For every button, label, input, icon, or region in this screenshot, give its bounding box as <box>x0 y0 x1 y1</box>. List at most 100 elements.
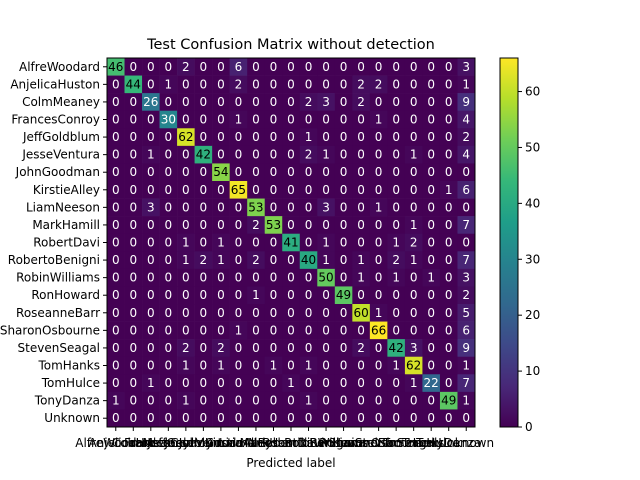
cell-value: 0 <box>165 306 173 320</box>
heatmap-cell <box>264 198 283 217</box>
heatmap-cell <box>317 356 336 375</box>
heatmap-cell <box>124 93 143 112</box>
heatmap-cell <box>404 356 423 375</box>
heatmap-cell <box>142 110 160 129</box>
heatmap-cell <box>299 93 318 112</box>
cell-value: 0 <box>357 130 365 144</box>
cell-value: 0 <box>147 288 155 302</box>
heatmap-cell <box>159 233 178 252</box>
cell-value: 0 <box>252 77 260 91</box>
heatmap-cell <box>369 356 388 375</box>
heatmap-cell <box>159 409 178 428</box>
cell-value: 0 <box>340 323 348 337</box>
heatmap-cell <box>124 268 143 287</box>
heatmap-cell <box>369 339 388 358</box>
heatmap-cell <box>142 163 160 182</box>
heatmap-cell <box>282 339 301 358</box>
heatmap-cell <box>194 374 213 393</box>
heatmap-cell <box>352 409 371 428</box>
cell-value: 0 <box>375 148 383 162</box>
cell-value: 0 <box>235 288 243 302</box>
cell-value: 0 <box>270 113 278 127</box>
cell-value: 0 <box>287 60 295 74</box>
cell-value: 0 <box>182 288 190 302</box>
heatmap-cell <box>299 304 318 322</box>
heatmap-cell <box>334 268 353 287</box>
cell-value: 0 <box>217 411 225 425</box>
cell-value: 0 <box>112 113 120 127</box>
heatmap-cell <box>247 110 266 129</box>
cell-value: 0 <box>392 288 400 302</box>
cell-value: 0 <box>270 376 278 390</box>
heatmap-cell <box>299 58 318 76</box>
cell-value: 0 <box>182 183 190 197</box>
cell-value: 2 <box>305 95 313 109</box>
cell-value: 0 <box>147 341 155 355</box>
heatmap-cell <box>282 391 301 410</box>
heatmap-cell <box>457 391 476 410</box>
heatmap-cell <box>107 339 125 358</box>
cell-value: 0 <box>392 165 400 179</box>
cell-value: 0 <box>147 183 155 197</box>
cell-value: 0 <box>287 323 295 337</box>
cell-value: 0 <box>445 341 453 355</box>
heatmap-cell <box>317 75 336 94</box>
cell-value: 0 <box>217 323 225 337</box>
cell-value: 0 <box>129 148 137 162</box>
heatmap-cell <box>107 286 125 305</box>
cell-value: 0 <box>287 183 295 197</box>
heatmap-cell <box>334 321 353 340</box>
heatmap-cell <box>369 128 388 147</box>
heatmap-cell <box>439 268 458 287</box>
heatmap-cell <box>282 251 301 270</box>
heatmap-cell <box>282 181 301 199</box>
cell-value: 0 <box>165 130 173 144</box>
cell-value: 1 <box>392 359 400 373</box>
cell-value: 0 <box>270 165 278 179</box>
cell-value: 1 <box>427 271 435 285</box>
cell-value: 0 <box>129 394 137 408</box>
cell-value: 0 <box>322 165 330 179</box>
cell-value: 50 <box>318 271 333 285</box>
heatmap-cell <box>334 145 353 164</box>
heatmap-cell <box>247 339 266 358</box>
cell-value: 0 <box>427 288 435 302</box>
x-tick-label: TonyDanza <box>415 436 481 450</box>
cell-value: 49 <box>441 394 456 408</box>
heatmap-cell <box>422 163 441 182</box>
cell-value: 0 <box>200 236 208 250</box>
heatmap-cell <box>229 356 248 375</box>
cell-value: 0 <box>129 218 137 232</box>
cell-value: 0 <box>410 95 418 109</box>
heatmap-cell <box>229 128 248 147</box>
cell-value: 0 <box>410 200 418 214</box>
cell-value: 0 <box>340 411 348 425</box>
heatmap-cell <box>334 198 353 217</box>
heatmap-cell <box>439 128 458 147</box>
cell-value: 0 <box>392 60 400 74</box>
cell-value: 0 <box>129 411 137 425</box>
cell-value: 0 <box>410 306 418 320</box>
cell-value: 0 <box>427 95 435 109</box>
heatmap-cell <box>247 304 266 322</box>
cell-value: 0 <box>410 411 418 425</box>
cell-value: 0 <box>217 148 225 162</box>
cell-value: 0 <box>410 113 418 127</box>
x-tick-label: MarkHamill <box>240 436 308 450</box>
heatmap-cell <box>299 128 318 147</box>
heatmap-cell <box>142 268 160 287</box>
x-tick-label: RobertoBenigni <box>262 436 354 450</box>
heatmap-cell <box>369 286 388 305</box>
cell-value: 0 <box>112 200 120 214</box>
heatmap-cell <box>194 163 213 182</box>
heatmap-cell <box>317 216 336 235</box>
cell-value: 1 <box>305 394 313 408</box>
cell-value: 0 <box>129 60 137 74</box>
heatmap-cell <box>264 251 283 270</box>
heatmap-cell <box>142 93 160 112</box>
heatmap-cell <box>387 198 406 217</box>
cell-value: 1 <box>410 218 418 232</box>
heatmap-cell <box>352 58 371 76</box>
heatmap-cell <box>334 286 353 305</box>
heatmap-cell <box>264 75 283 94</box>
